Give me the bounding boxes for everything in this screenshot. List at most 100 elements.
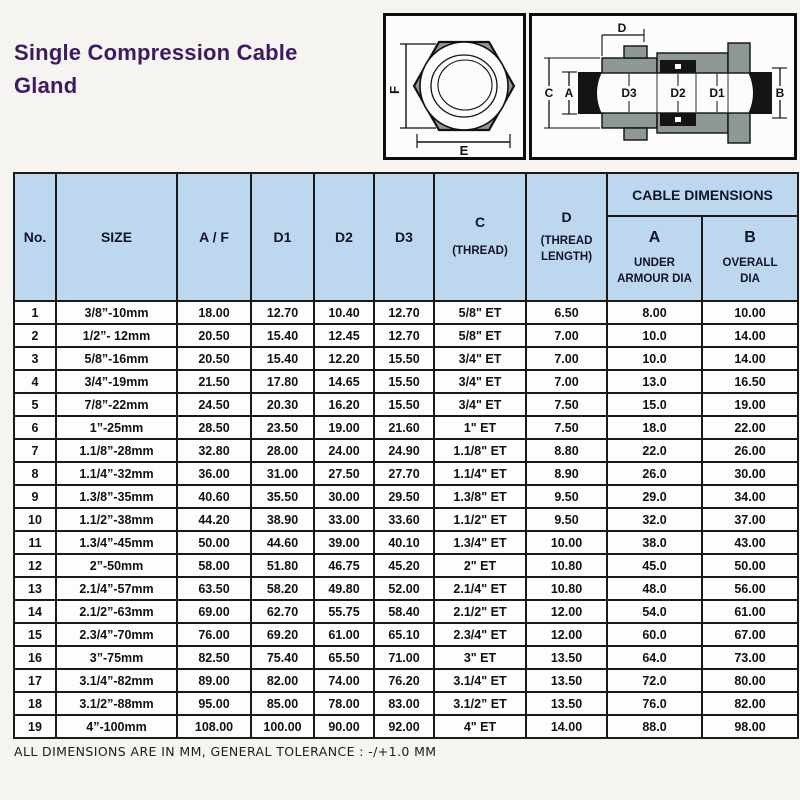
table-cell: 38.0: [606, 530, 703, 555]
table-cell: 92.00: [373, 714, 435, 739]
table-cell: 16.50: [700, 369, 800, 394]
table-cell: 82.00: [700, 691, 800, 716]
table-cell: 5/8" ET: [433, 323, 527, 348]
table-cell: 10.0: [606, 323, 703, 348]
table-cell: 22.00: [700, 415, 800, 440]
table-cell: 1.1/8”-28mm: [55, 438, 178, 463]
table-cell: 56.00: [700, 576, 800, 601]
table-cell: 33.60: [373, 507, 435, 532]
table-cell: 15.50: [373, 346, 435, 371]
table-cell: 16.20: [313, 392, 375, 417]
table-cell: 83.00: [373, 691, 435, 716]
table-cell: 1.1/4" ET: [433, 461, 527, 486]
table-cell: 37.00: [700, 507, 800, 532]
table-row: 3 5/8”-16mm 20.50 15.40 12.20 15.50 3/4" ET 7.0…: [13, 346, 800, 371]
table-cell: 39.00: [313, 530, 375, 555]
thread-circle-outer: [430, 54, 498, 118]
table-cell: 49.80: [313, 576, 375, 601]
table-cell: 3/4" ET: [433, 392, 527, 417]
table-cell: 10.00: [700, 300, 800, 325]
table-cell: 35.50: [250, 484, 315, 509]
table-cell: 1.1/2" ET: [433, 507, 527, 532]
table-cell: 65.10: [373, 622, 435, 647]
col-header-af: A / F: [176, 172, 252, 302]
table-cell: 13: [13, 576, 57, 601]
table-cell: 32.0: [606, 507, 703, 532]
table-cell: 44.20: [176, 507, 252, 532]
table-cell: 24.50: [176, 392, 252, 417]
table-cell: 10.80: [525, 553, 608, 578]
table-cell: 19.00: [700, 392, 800, 417]
table-cell: 2.3/4" ET: [433, 622, 527, 647]
table-cell: 98.00: [700, 714, 800, 739]
table-row: 17 3.1/4”-82mm 89.00 82.00 74.00 76.20 3.1/4" …: [13, 668, 800, 693]
table-cell: 14.00: [525, 714, 608, 739]
table-cell: 12.00: [525, 622, 608, 647]
table-cell: 3.1/2”-88mm: [55, 691, 178, 716]
section-view-diagram: D3 D2 D1 D C A B: [529, 13, 797, 160]
table-cell: 1.3/8”-35mm: [55, 484, 178, 509]
table-cell: 18: [13, 691, 57, 716]
table-cell: 78.00: [313, 691, 375, 716]
table-cell: 3" ET: [433, 645, 527, 670]
table-cell: 3/4" ET: [433, 369, 527, 394]
table-cell: 12: [13, 553, 57, 578]
table-cell: 15.50: [373, 392, 435, 417]
table-cell: 7.00: [525, 369, 608, 394]
table-cell: 10.00: [525, 530, 608, 555]
table-cell: 61.00: [313, 622, 375, 647]
table-row: 6 1”-25mm 28.50 23.50 19.00 21.60 1" ET 7.50 18.…: [13, 415, 800, 440]
table-cell: 8.90: [525, 461, 608, 486]
table-row: 5 7/8”-22mm 24.50 20.30 16.20 15.50 3/4" ET 7.5…: [13, 392, 800, 417]
table-cell: 89.00: [176, 668, 252, 693]
table-cell: 2.3/4”-70mm: [55, 622, 178, 647]
table-cell: 24.90: [373, 438, 435, 463]
table-cell: 1.3/8" ET: [433, 484, 527, 509]
dim-label-b-bg: [773, 86, 787, 100]
table-cell: 75.40: [250, 645, 315, 670]
table-cell: 30.00: [313, 484, 375, 509]
table-cell: 7.50: [525, 392, 608, 417]
gland-section-drawing: D3 D2 D1 D C A B: [542, 21, 787, 144]
page-title: Single Compression Cable Gland: [14, 40, 298, 98]
table-cell: 7.00: [525, 346, 608, 371]
table-cell: 52.00: [373, 576, 435, 601]
thread-circle-inner: [437, 59, 493, 111]
table-cell: 38.90: [250, 507, 315, 532]
table-cell: 14.65: [313, 369, 375, 394]
table-cell: 2.1/2”-63mm: [55, 599, 178, 624]
dim-label-b: B: [776, 86, 785, 100]
dim-label-a-bg: [562, 86, 576, 100]
table-row: 16 3”-75mm 82.50 75.40 65.50 71.00 3" ET 13.50 6…: [13, 645, 800, 670]
table-cell: 3.1/2” ET: [433, 691, 527, 716]
table-cell: 3”-75mm: [55, 645, 178, 670]
table-cell: 1.1/8" ET: [433, 438, 527, 463]
table-cell: 14.00: [700, 323, 800, 348]
table-cell: 13.0: [606, 369, 703, 394]
table-cell: 27.70: [373, 461, 435, 486]
table-cell: 13.50: [525, 668, 608, 693]
table-cell: 63.50: [176, 576, 252, 601]
table-cell: 2.1/4”-57mm: [55, 576, 178, 601]
col-header-cable-dimensions: CABLE DIMENSIONS: [605, 172, 800, 217]
table-cell: 1/2”- 12mm: [55, 323, 178, 348]
table-row: 9 1.3/8”-35mm 40.60 35.50 30.00 29.50 1.3/8" E…: [13, 484, 800, 509]
dim-label-d1: D1: [709, 86, 725, 100]
table-cell: 30.00: [700, 461, 800, 486]
table-cell: 36.00: [176, 461, 252, 486]
table-cell: 43.00: [700, 530, 800, 555]
table-cell: 14.00: [700, 346, 800, 371]
table-cell: 1.3/4" ET: [433, 530, 527, 555]
table-cell: 40.60: [176, 484, 252, 509]
table-cell: 11: [13, 530, 57, 555]
table-cell: 46.75: [313, 553, 375, 578]
table-cell: 20.30: [250, 392, 315, 417]
table-cell: 76.00: [176, 622, 252, 647]
table-cell: 26.00: [700, 438, 800, 463]
col-header-no: No.: [13, 172, 57, 302]
table-cell: 28.00: [250, 438, 315, 463]
table-cell: 13.50: [525, 691, 608, 716]
table-cell: 14: [13, 599, 57, 624]
table-cell: 10.80: [525, 576, 608, 601]
table-row: 12 2”-50mm 58.00 51.80 46.75 45.20 2" ET 10.80 4…: [13, 553, 800, 578]
